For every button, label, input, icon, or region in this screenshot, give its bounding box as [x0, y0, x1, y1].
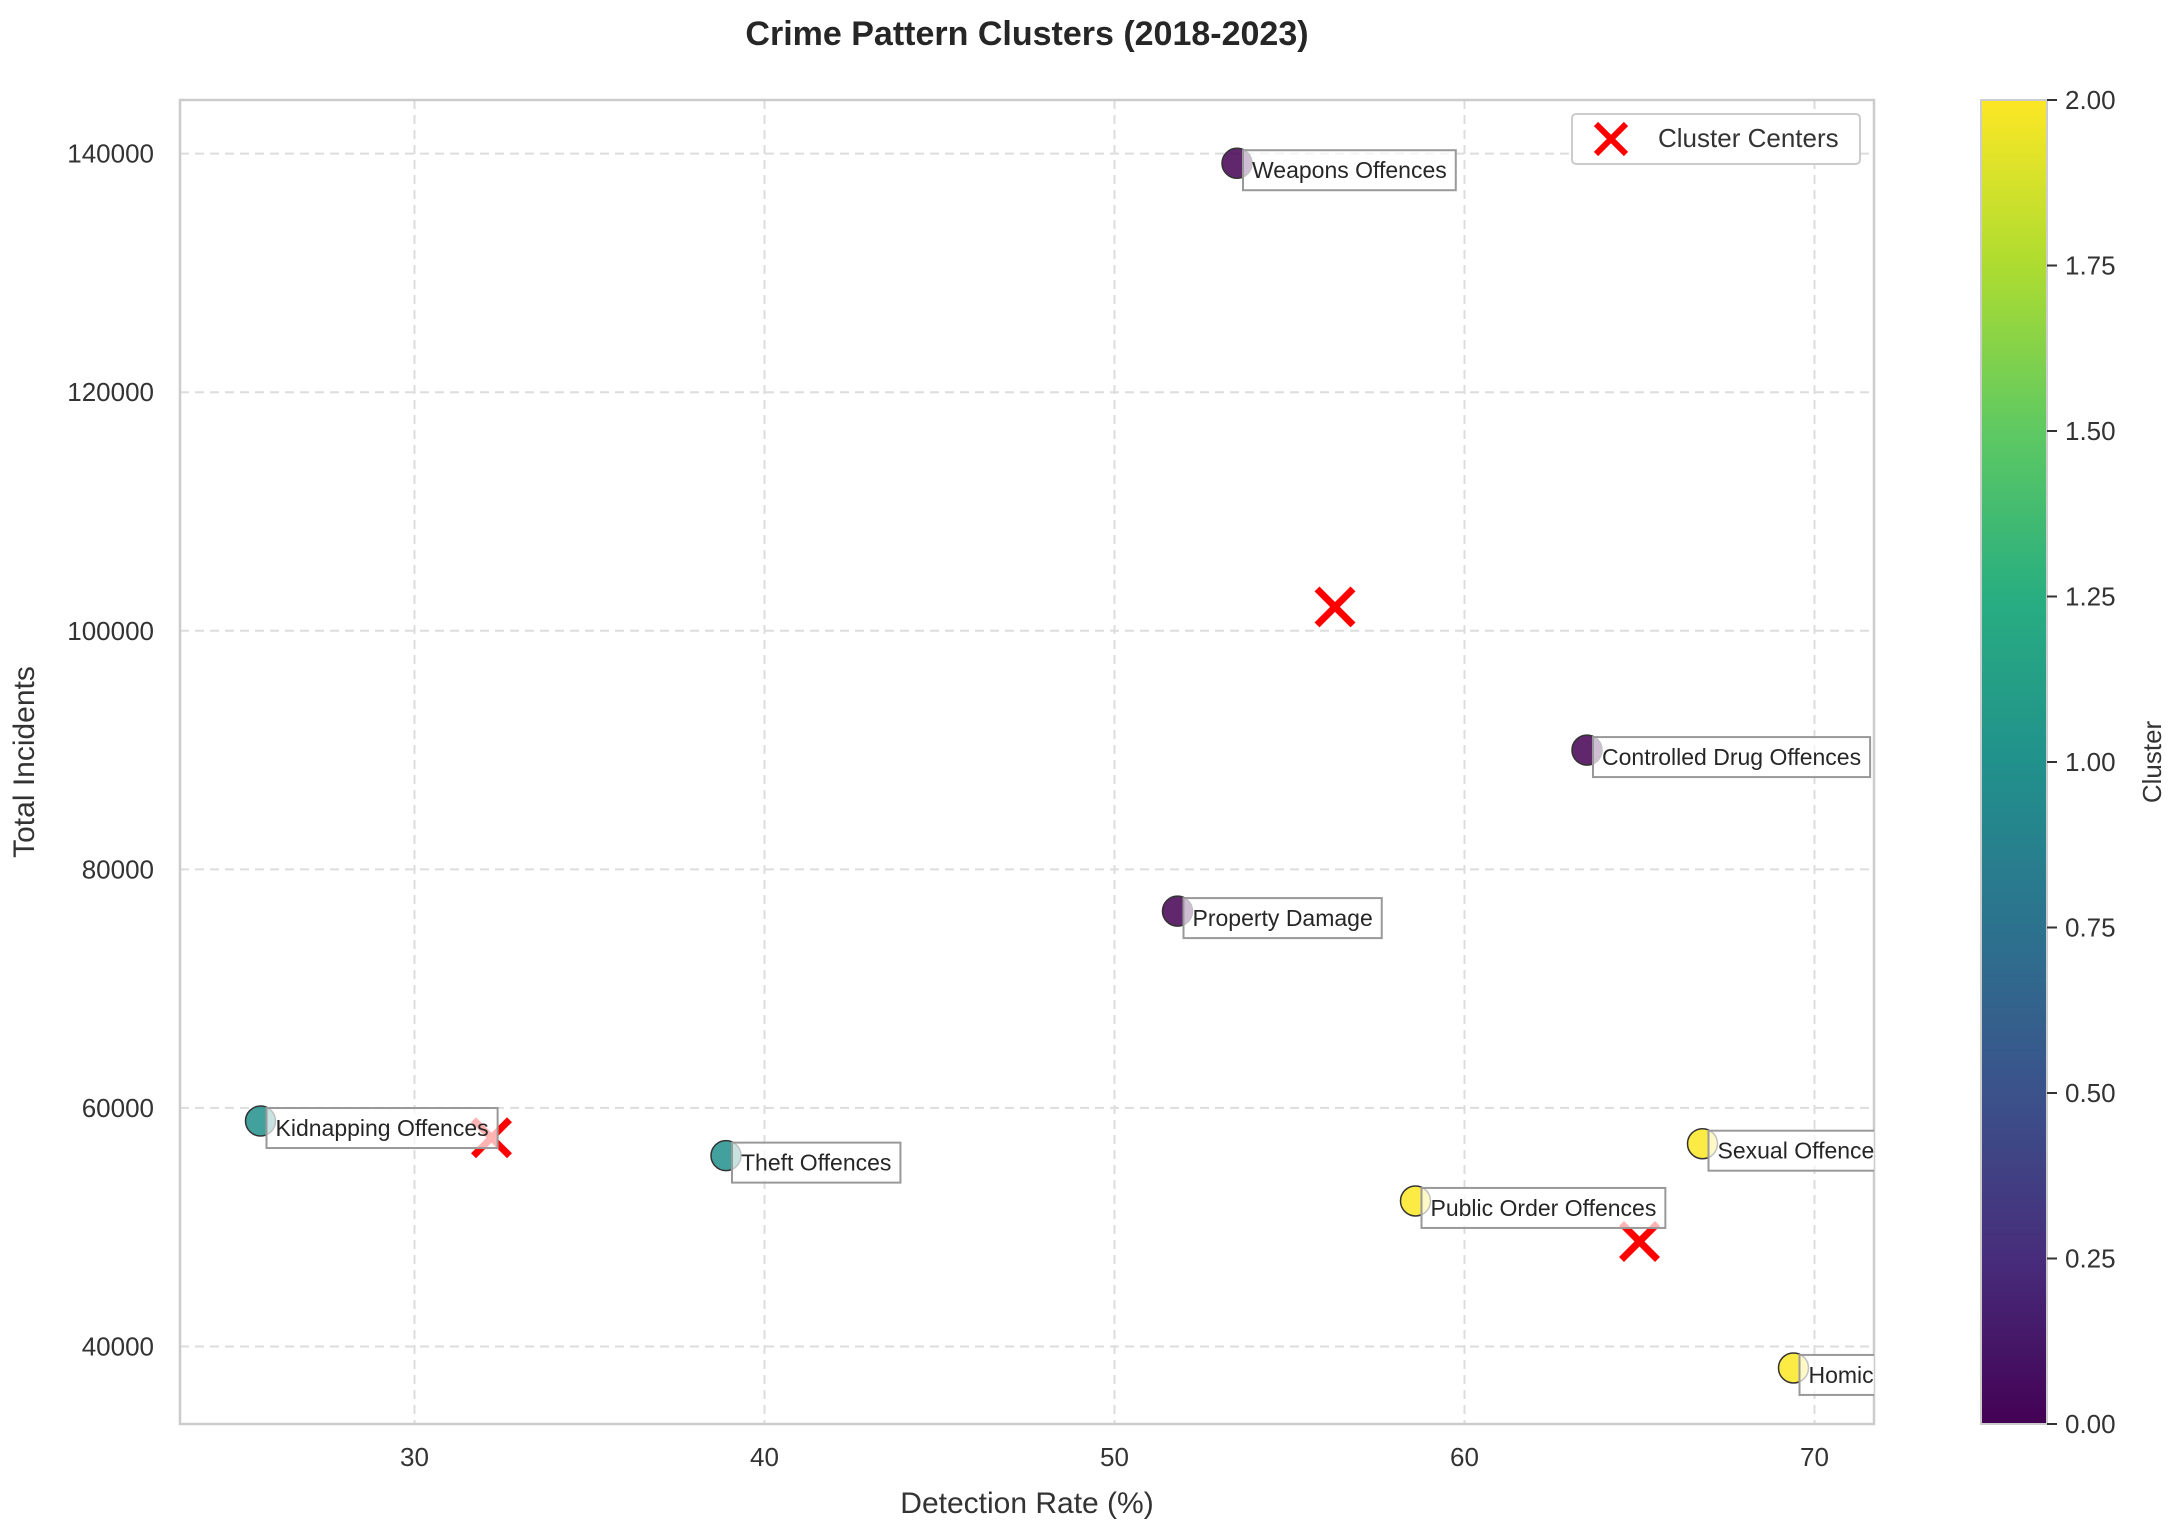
- point-label-box: Homicide Offences: [1798, 1353, 2003, 1396]
- colorbar-tick-label: 1.00: [2065, 747, 2116, 777]
- colorbar-tick-label: 1.75: [2065, 251, 2116, 281]
- point-label-box: Kidnapping Offences: [265, 1107, 499, 1150]
- y-tick-label: 80000: [82, 854, 154, 884]
- point-label: Controlled Drug Offences: [1602, 744, 1861, 770]
- y-tick-label: 120000: [67, 377, 154, 407]
- x-axis-ticks: 30 40 50 60 70: [400, 1442, 1829, 1472]
- y-tick-label: 60000: [82, 1093, 154, 1123]
- x-tick-label: 30: [400, 1442, 429, 1472]
- legend-entry-cluster-centers: Cluster Centers: [1658, 123, 1839, 153]
- label-box: [1182, 897, 1383, 940]
- cluster-center-marker: [1314, 586, 1356, 628]
- colorbar-tick-label: 2.00: [2065, 85, 2116, 115]
- y-axis-ticks: 40000 60000 80000 100000 120000 140000: [67, 139, 154, 1362]
- label-box: [1242, 149, 1457, 192]
- x-tick-label: 70: [1800, 1442, 1829, 1472]
- point-label-box: Weapons Offences: [1242, 149, 1457, 192]
- colorbar-tick-label: 0.00: [2065, 1409, 2116, 1439]
- colorbar: 0.00 0.25 0.50 0.75 1.00 1.25 1.50 1.75 2.00 Clu…: [1980, 85, 2167, 1439]
- plot-area-frame: [178, 98, 1876, 1426]
- point-label: Kidnapping Offences: [276, 1115, 489, 1141]
- point-label-box: Public Order Offences: [1420, 1186, 1667, 1229]
- point-label-box: Sexual Offences: [1707, 1129, 1886, 1172]
- y-tick-label: 140000: [67, 139, 154, 169]
- x-tick-label: 50: [1100, 1442, 1129, 1472]
- point-label: Property Damage: [1193, 905, 1373, 931]
- x-tick-label: 40: [750, 1442, 779, 1472]
- label-box: [731, 1141, 902, 1184]
- colorbar-ticks: 0.00 0.25 0.50 0.75 1.00 1.25 1.50 1.75 2.00: [2047, 85, 2116, 1439]
- grid: [180, 100, 1874, 1424]
- colorbar-tick-label: 1.50: [2065, 416, 2116, 446]
- colorbar-tick-label: 1.25: [2065, 582, 2116, 612]
- point-label-box: Theft Offences: [731, 1141, 902, 1184]
- label-box: [1707, 1129, 1874, 1172]
- colorbar-label: Cluster: [2137, 720, 2167, 803]
- colorbar-tick-label: 0.75: [2065, 913, 2116, 943]
- x-axis-label: Detection Rate (%): [900, 1487, 1153, 1520]
- point-label: Sexual Offences: [1718, 1138, 1886, 1164]
- points-layer: Weapons Offences Controlled Drug Offences…: [244, 147, 2003, 1396]
- legend-box: [1571, 113, 1861, 165]
- colorbar-gradient: [1980, 99, 2048, 1425]
- legend-center-marker-icon: [1593, 121, 1629, 157]
- label-box: [1798, 1353, 1874, 1396]
- point-label-box: Controlled Drug Offences: [1592, 736, 1872, 779]
- colorbar-tick-label: 0.25: [2065, 1244, 2116, 1274]
- y-axis-label: Total Incidents: [8, 666, 41, 858]
- label-box: [1420, 1186, 1667, 1229]
- point-label-box: Property Damage: [1182, 897, 1383, 940]
- chart-title: Crime Pattern Clusters (2018-2023): [745, 15, 1308, 53]
- point-label: Theft Offences: [741, 1150, 891, 1176]
- label-box: [1592, 736, 1872, 779]
- y-tick-label: 100000: [67, 616, 154, 646]
- cluster-center-marker: [1619, 1221, 1660, 1262]
- colorbar-tick-label: 0.50: [2065, 1078, 2116, 1108]
- label-box: [265, 1107, 499, 1150]
- x-tick-label: 60: [1450, 1442, 1479, 1472]
- legend: Cluster Centers: [1571, 113, 1861, 165]
- y-tick-label: 40000: [82, 1331, 154, 1361]
- point-label: Weapons Offences: [1252, 157, 1447, 183]
- point-label: Homicide Offences: [1809, 1362, 2003, 1388]
- point-label: Public Order Offences: [1431, 1195, 1657, 1221]
